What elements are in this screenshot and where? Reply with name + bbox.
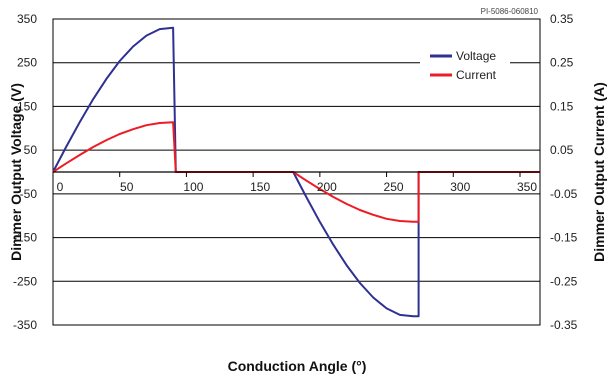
y-right-tick-label-3: 0.05 xyxy=(550,143,574,157)
x-axis-title: Conduction Angle (°) xyxy=(228,358,367,374)
y-right-tick-label-4: -0.05 xyxy=(550,187,578,201)
y-left-tick-label-4: -50 xyxy=(20,187,38,201)
x-tick-label-6: 300 xyxy=(450,180,470,194)
legend-label-voltage: Voltage xyxy=(456,49,496,63)
x-axis-ticks: 0 50 100 150 200 250 300 350 xyxy=(52,172,537,194)
y-left-tick-label-2: 150 xyxy=(17,99,37,113)
series-line-voltage xyxy=(52,26,540,318)
legend-label-current: Current xyxy=(456,68,497,82)
y-right-tick-label-2: 0.15 xyxy=(550,99,574,113)
x-tick-label-0: 0 xyxy=(57,180,64,194)
y-right-tick-label-1: 0.25 xyxy=(550,56,574,70)
y-right-axis-title: Dimmer Output Current (A) xyxy=(591,82,607,262)
x-tick-label-1: 50 xyxy=(120,180,134,194)
legend: Voltage Current xyxy=(420,42,510,88)
y-right-tick-label-5: -0.15 xyxy=(550,231,578,245)
x-tick-label-4: 200 xyxy=(317,180,337,194)
x-tick-label-7: 350 xyxy=(517,180,537,194)
x-tick-label-3: 150 xyxy=(250,180,270,194)
y-left-tick-label-7: -350 xyxy=(13,318,37,332)
x-tick-label-2: 100 xyxy=(183,180,203,194)
y-left-tick-label-1: 250 xyxy=(17,56,37,70)
y-left-tick-label-5: -150 xyxy=(13,231,37,245)
series-lines xyxy=(52,26,540,318)
legend-background xyxy=(420,42,510,88)
reference-code: PI-5086-060810 xyxy=(481,7,539,16)
y-right-tick-label-0: 0.35 xyxy=(550,12,574,26)
y-left-tick-label-3: 50 xyxy=(24,143,38,157)
y-left-tick-label-0: 350 xyxy=(17,12,37,26)
series-line-current xyxy=(52,121,540,223)
y-right-tick-label-6: -0.25 xyxy=(550,274,578,288)
x-tick-label-5: 250 xyxy=(384,180,404,194)
y-left-axis-title: Dimmer Output Voltage (V) xyxy=(8,83,24,261)
y-right-tick-label-7: -0.35 xyxy=(550,318,578,332)
y-left-tick-label-6: -250 xyxy=(13,274,37,288)
y-right-axis-ticks: 0.35 0.25 0.15 0.05 -0.05 -0.15 -0.25 -0.35 xyxy=(550,12,578,332)
y-left-axis-ticks: 350 250 150 50 -50 -150 -250 -350 xyxy=(13,12,37,332)
